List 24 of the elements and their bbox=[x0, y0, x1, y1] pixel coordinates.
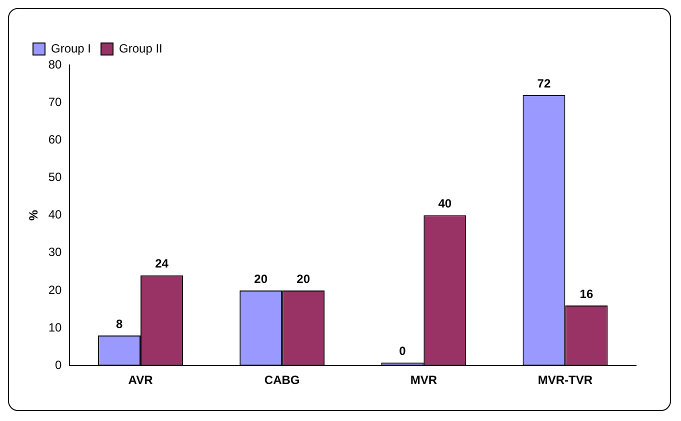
x-tick-label: CABG bbox=[264, 373, 300, 388]
y-tick-label: 10 bbox=[48, 320, 62, 334]
data-label: 16 bbox=[580, 286, 594, 301]
y-axis-title: % bbox=[26, 210, 41, 221]
x-tick-label: MVR bbox=[410, 373, 438, 388]
y-tick-label: 60 bbox=[48, 132, 62, 146]
y-tick-label: 30 bbox=[48, 245, 62, 260]
data-label: 24 bbox=[155, 256, 169, 271]
y-tick-label: 70 bbox=[48, 94, 62, 109]
legend-label: Group I bbox=[51, 41, 92, 56]
y-tick-label: 50 bbox=[48, 170, 62, 184]
x-tick-label: MVR-TVR bbox=[538, 373, 593, 388]
data-label: 20 bbox=[296, 272, 310, 286]
y-tick-label: 40 bbox=[48, 208, 62, 222]
y-tick-label: 80 bbox=[48, 57, 62, 72]
data-label: 8 bbox=[116, 316, 123, 331]
y-tick-label: 20 bbox=[48, 282, 62, 297]
legend-label: Group II bbox=[119, 41, 162, 56]
data-label: 20 bbox=[254, 272, 268, 286]
data-label: 72 bbox=[537, 76, 551, 90]
data-label: 40 bbox=[438, 196, 452, 211]
data-label: 0 bbox=[399, 344, 406, 358]
x-tick-label: AVR bbox=[128, 373, 154, 388]
y-tick-label: 0 bbox=[55, 358, 62, 372]
